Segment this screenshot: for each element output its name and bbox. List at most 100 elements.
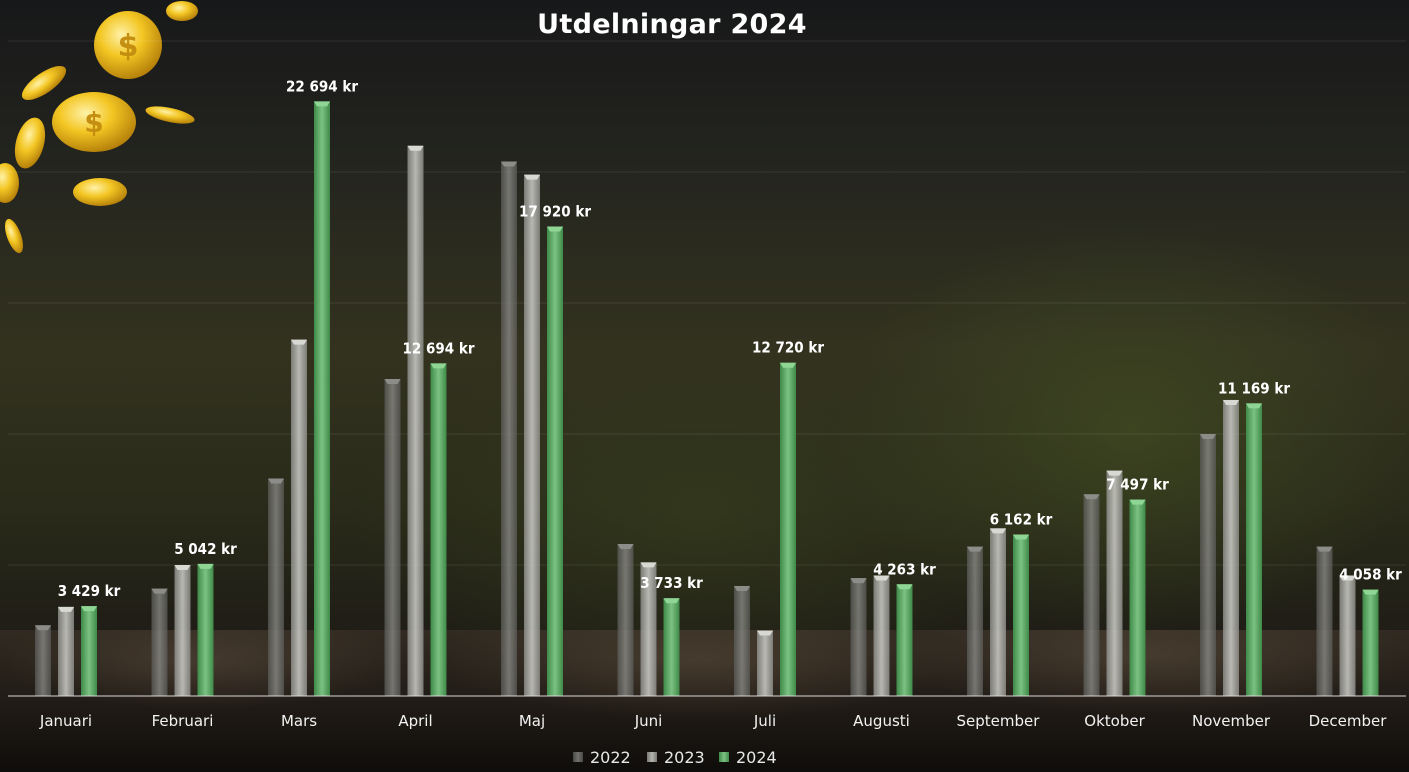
bar-2023-oktober (1106, 470, 1123, 696)
bar-2024-juni (663, 598, 680, 696)
bar-2024-september (1013, 534, 1029, 696)
bar-cap (1246, 403, 1262, 409)
bar-cap (640, 562, 657, 568)
soil-background (0, 630, 1409, 772)
bar-2023-september (990, 528, 1006, 696)
svg-text:$: $ (84, 106, 103, 139)
legend: 2022 2023 2024 (573, 748, 777, 767)
data-label-januari: 3 429 kr (58, 582, 121, 600)
bar-2022-november (1200, 434, 1216, 696)
legend-label-2023: 2023 (664, 748, 705, 767)
legend-swatch-2023 (647, 752, 657, 762)
x-tick-mars: Mars (281, 712, 317, 730)
bar-cap (268, 478, 284, 484)
data-label-april: 12 694 kr (403, 339, 475, 357)
x-tick-juni: Juni (634, 712, 663, 730)
x-tick-december: December (1309, 712, 1388, 730)
bar-cap (734, 585, 750, 591)
bar-cap (314, 101, 330, 107)
x-tick-oktober: Oktober (1084, 712, 1145, 730)
legend-label-2022: 2022 (590, 748, 631, 767)
bar-2023-januari (58, 606, 74, 696)
bar-2024-oktober (1129, 499, 1146, 696)
data-label-oktober: 7 497 kr (1106, 476, 1169, 494)
bar-2024-mars (314, 101, 330, 697)
data-label-augusti: 4 263 kr (873, 560, 936, 578)
data-label-februari: 5 042 kr (174, 540, 237, 558)
bar-cap (524, 174, 540, 180)
bar-2023-februari (174, 565, 191, 696)
gridlines (8, 40, 1406, 566)
bar-cap (617, 544, 634, 550)
data-label-september: 6 162 kr (990, 511, 1053, 529)
bar-cap (1339, 575, 1356, 581)
x-tick-september: September (957, 712, 1041, 730)
bar-2023-mars (291, 339, 307, 696)
bar-2023-november (1223, 399, 1239, 696)
data-label-maj: 17 920 kr (519, 202, 591, 220)
x-tick-februari: Februari (152, 712, 214, 730)
bar-cap (967, 546, 983, 552)
bar-2023-augusti (873, 575, 890, 696)
bar-cap (58, 606, 74, 612)
bar-2024-april (430, 363, 447, 696)
bar-cap (547, 226, 563, 232)
bar-cap (384, 378, 401, 384)
bar-cap (1223, 399, 1239, 405)
bar-cap (1013, 534, 1029, 540)
bar-2022-december (1316, 546, 1333, 696)
legend-swatch-2022 (573, 752, 583, 762)
bar-2023-maj (524, 174, 540, 696)
bar-cap (291, 339, 307, 345)
data-label-november: 11 169 kr (1218, 379, 1290, 397)
bar-cap (35, 625, 51, 631)
data-label-juni: 3 733 kr (640, 574, 703, 592)
bar-cap (1200, 434, 1216, 439)
bar-cap (1362, 589, 1379, 595)
bar-2023-april (407, 145, 424, 697)
bar-cap (151, 588, 168, 594)
bar-cap (873, 575, 890, 581)
data-labels-group: 3 429 kr 5 042 kr 22 694 kr 12 694 kr 17 920… (58, 77, 1402, 600)
bar-2022-januari (35, 625, 51, 696)
bar-2024-november (1246, 403, 1262, 696)
bar-2024-december (1362, 589, 1379, 696)
bar-cap (663, 598, 680, 604)
bar-2024-februari (197, 563, 214, 696)
bar-cap (81, 606, 97, 612)
legend-label-2024: 2024 (736, 748, 777, 767)
svg-text:$: $ (118, 29, 139, 64)
x-tick-juli: Juli (753, 712, 776, 730)
bar-cap (780, 362, 796, 368)
bar-2023-december (1339, 575, 1356, 696)
bar-cap (174, 565, 191, 570)
bar-2022-mars (268, 478, 284, 696)
x-tick-november: November (1192, 712, 1271, 730)
bar-cap (197, 563, 214, 569)
bar-2022-september (967, 546, 983, 696)
data-label-december: 4 058 kr (1339, 566, 1402, 584)
bar-2024-maj (547, 226, 563, 696)
bar-cap (1129, 499, 1146, 505)
bar-cap (896, 584, 913, 590)
x-axis-ticks: Januari Februari Mars April Maj Juni Juli Augus… (39, 712, 1387, 730)
bar-cap (1106, 470, 1123, 476)
x-tick-januari: Januari (39, 712, 92, 730)
bar-2024-augusti (896, 584, 913, 696)
data-label-mars: 22 694 kr (286, 77, 358, 95)
bar-2022-april (384, 378, 401, 696)
bar-2022-juli (734, 585, 750, 696)
legend-swatch-2024 (719, 752, 729, 762)
bar-cap (1316, 546, 1333, 552)
x-tick-april: April (398, 712, 432, 730)
bar-2022-maj (501, 161, 517, 696)
x-tick-augusti: Augusti (853, 712, 910, 730)
x-tick-maj: Maj (519, 712, 545, 730)
bar-2024-januari (81, 606, 97, 696)
bar-2023-juni (640, 562, 657, 696)
data-label-juli: 12 720 kr (752, 339, 824, 357)
bar-cap (501, 161, 517, 167)
chart-title: Utdelningar 2024 (537, 9, 807, 40)
bar-cap (990, 528, 1006, 534)
